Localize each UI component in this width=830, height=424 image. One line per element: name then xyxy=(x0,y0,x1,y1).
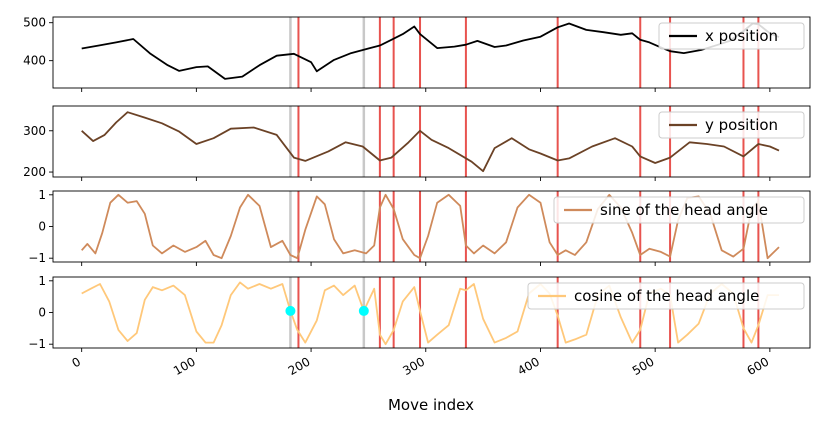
axes-frame-1 xyxy=(52,105,811,178)
x-tick-label-6: 600 xyxy=(745,354,772,378)
marker-0 xyxy=(285,305,296,316)
legend-label-1: y position xyxy=(705,116,778,134)
y-tick-label-p2-1: 0 xyxy=(38,220,46,234)
marker-1 xyxy=(358,305,369,316)
y-tick-label-p3-1: 0 xyxy=(38,306,46,320)
legend-label-0: x position xyxy=(705,27,778,45)
y-tick-label-p1-0: 200 xyxy=(23,165,46,179)
x-tick-label-2: 200 xyxy=(286,354,313,378)
legend-box-1 xyxy=(658,111,805,139)
x-tick-label-4: 400 xyxy=(515,354,542,378)
y-tick-label-p2-2: 1 xyxy=(38,188,46,202)
x-tick-label-0: 0 xyxy=(70,354,84,370)
x-axis-label: Move index xyxy=(388,396,474,414)
y-tick-label-p3-2: 1 xyxy=(38,274,46,288)
legend-box-0 xyxy=(658,22,805,50)
series-line-1 xyxy=(81,111,780,173)
legends: x position y position sine of the head ang… xyxy=(527,22,805,310)
x-tick-label-1: 100 xyxy=(171,354,198,378)
axes-frame-0 xyxy=(52,16,811,89)
series-line-0 xyxy=(81,22,780,80)
legend-box-3 xyxy=(527,282,805,310)
x-tick-label-5: 500 xyxy=(630,354,657,378)
y-tick-label-p2-0: −1 xyxy=(28,251,46,265)
legend-label-3: cosine of the head angle xyxy=(574,287,759,305)
x-tick-label-3: 300 xyxy=(400,354,427,378)
legend-box-2 xyxy=(553,196,805,224)
legend-label-2: sine of the head angle xyxy=(600,201,768,219)
markers xyxy=(285,305,369,316)
series-line-2 xyxy=(81,193,780,260)
y-tick-label-p1-1: 300 xyxy=(23,124,46,138)
y-tick-label-p3-0: −1 xyxy=(28,337,46,351)
y-tick-label-p0-1: 500 xyxy=(23,16,46,30)
y-tick-label-p0-0: 400 xyxy=(23,54,46,68)
axes: 400 500 200 300 −1 0 1 −1 0 1 0 100 200 300 400 500 600 xyxy=(23,16,811,378)
